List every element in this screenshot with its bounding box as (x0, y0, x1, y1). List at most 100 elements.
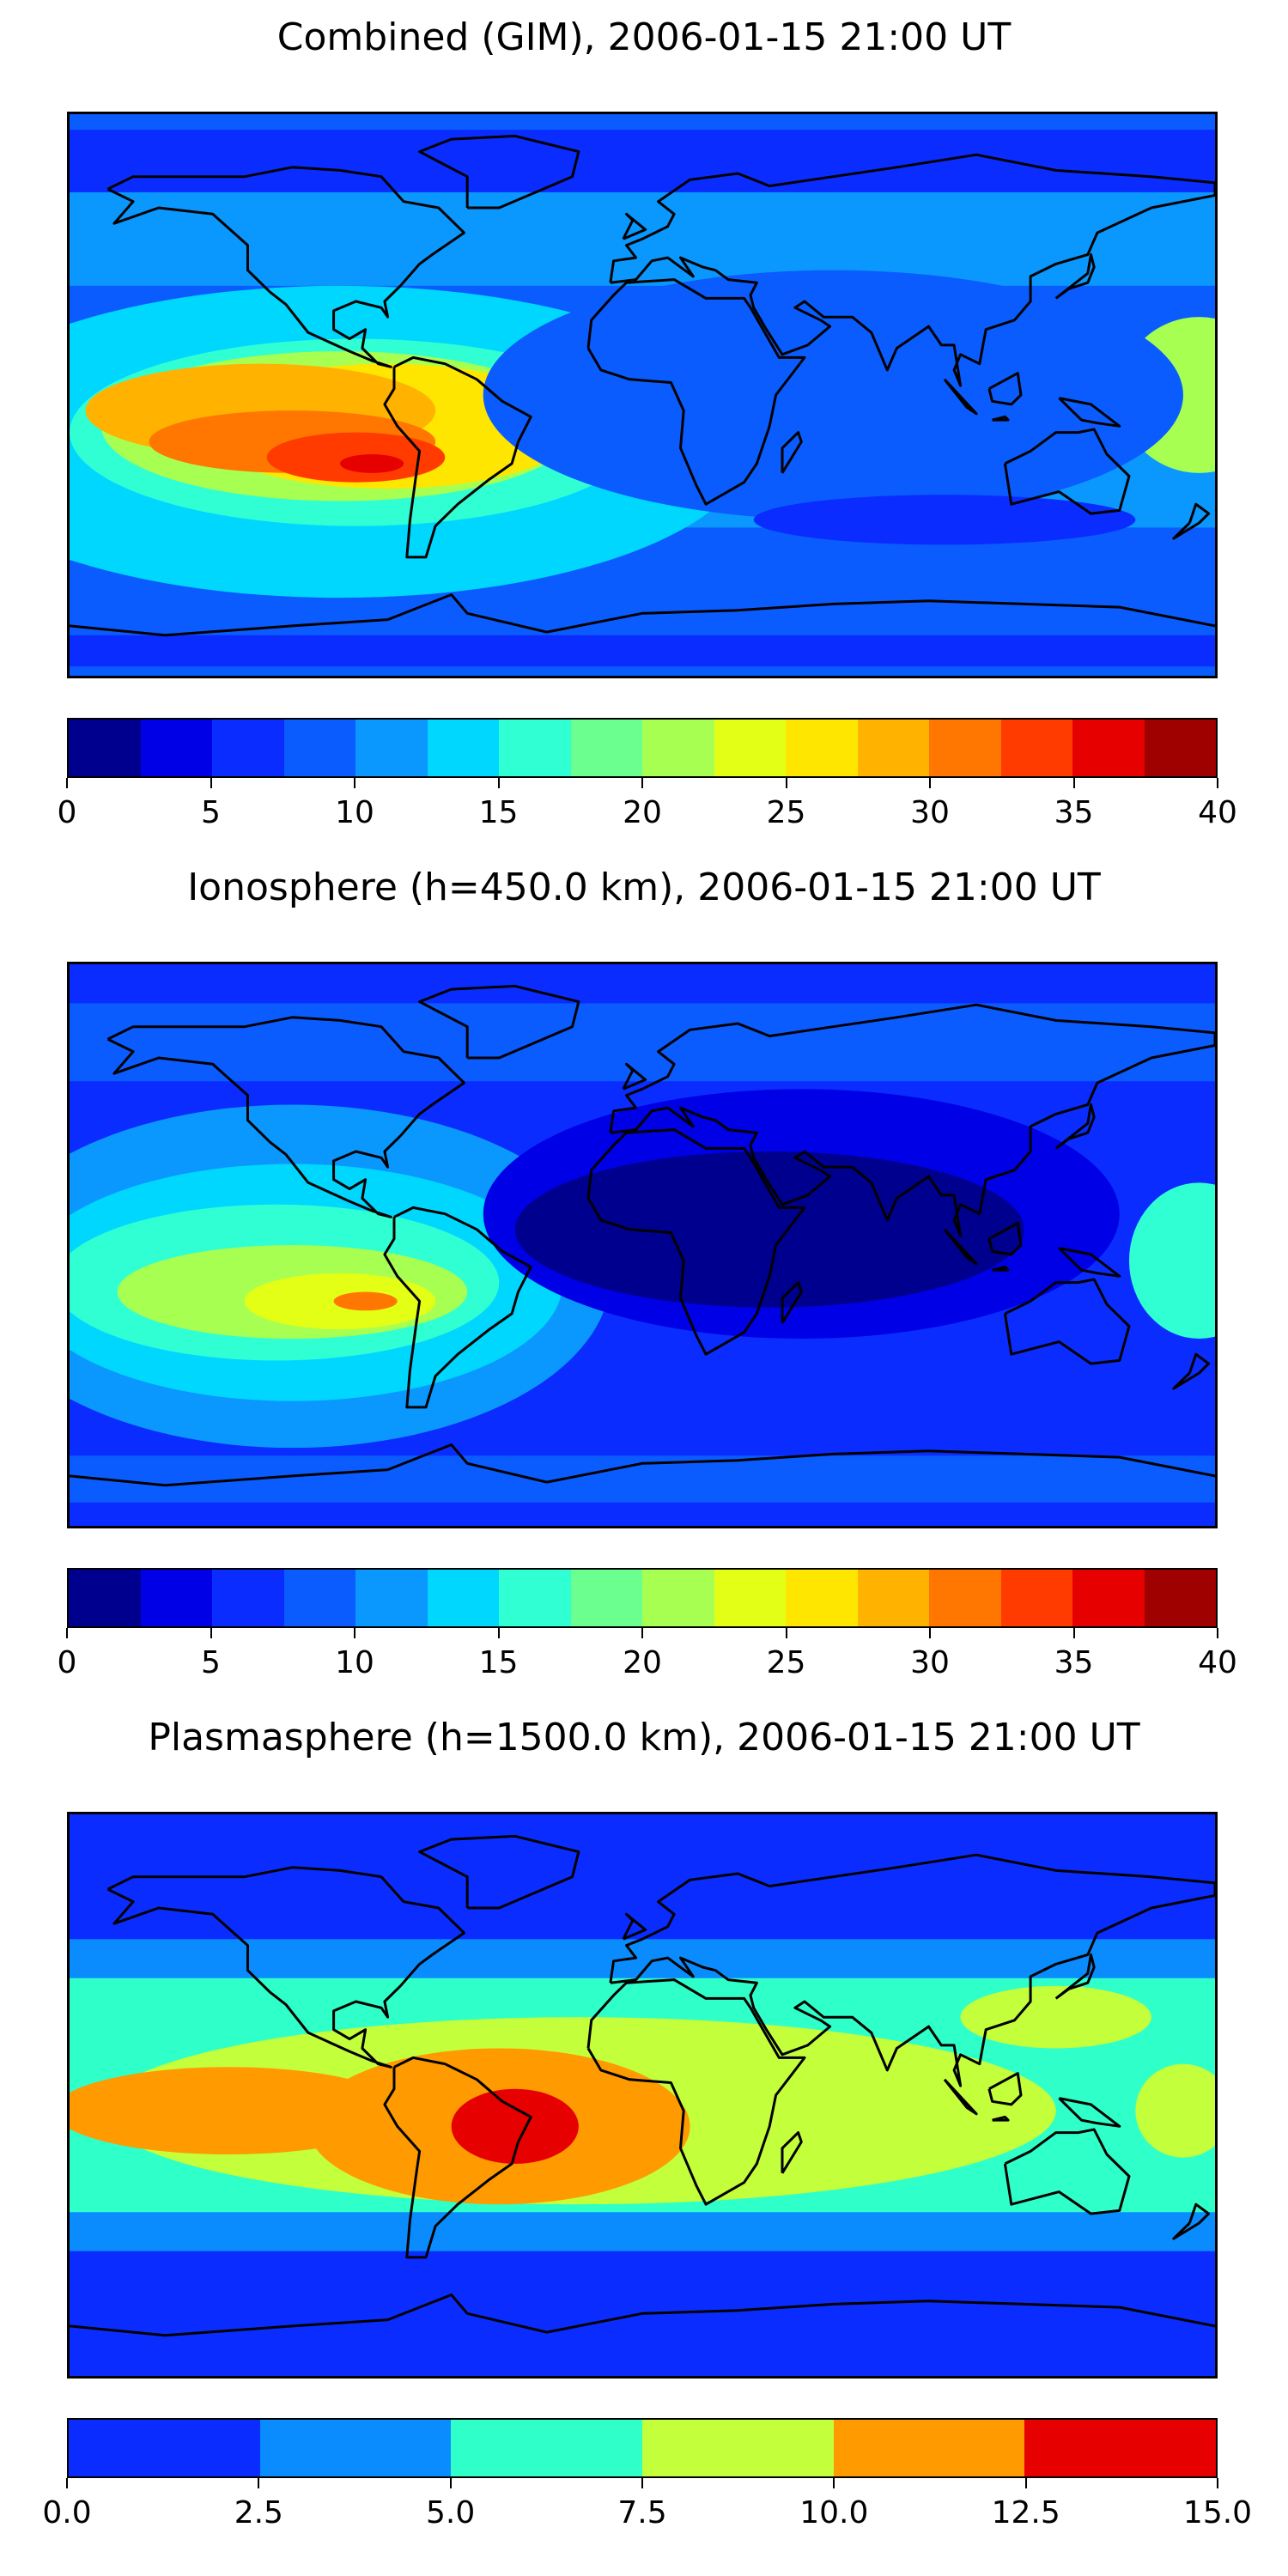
map-svg (70, 964, 1215, 1526)
colorbar-tick (1217, 1628, 1218, 1638)
colorbar-segment (451, 2420, 643, 2476)
map-plot (67, 962, 1218, 1528)
colorbar-tick-label: 5 (201, 795, 221, 830)
colorbar-tick (1217, 778, 1218, 788)
colorbar-tick (1072, 778, 1075, 788)
colorbar-ticks: 0.0 2.5 5.0 7.5 10.0 12.5 15.0 (42, 2478, 1252, 2547)
coastline (622, 1912, 647, 1941)
coastline (418, 984, 580, 1060)
colorbar-segment (499, 720, 571, 776)
colorbar-segment (69, 720, 141, 776)
colorbar-tick-label: 30 (910, 795, 950, 830)
colorbar-segment (1144, 720, 1216, 776)
colorbar-tick-label: 30 (910, 1645, 950, 1680)
coastline (586, 278, 806, 506)
colorbar-segment (499, 1570, 571, 1626)
colorbar-segment (833, 2420, 1025, 2476)
colorbar-segment (259, 2420, 452, 2476)
coastline (781, 431, 803, 474)
coastline (70, 2293, 1215, 2337)
coastline (1054, 1953, 1096, 2000)
coastline (622, 212, 647, 240)
colorbar-tick (258, 2478, 260, 2488)
colorbar-segment (427, 720, 499, 776)
panel-combined: Combined (GIM), 2006-01-15 21:00 UT 0 5 10… (0, 0, 1288, 859)
colorbar (67, 718, 1218, 778)
colorbar-tick (210, 778, 212, 788)
field-contour-blob (960, 1985, 1151, 2049)
colorbar-segment (786, 720, 858, 776)
colorbar (67, 1568, 1218, 1628)
colorbar-tick-label: 35 (1054, 1645, 1094, 1680)
coastline (1054, 253, 1096, 300)
coastline (1054, 1103, 1096, 1150)
coastline (586, 1978, 806, 2206)
colorbar-tick (354, 778, 355, 788)
colorbar-tick (929, 778, 931, 788)
colorbar-tick-label: 2.5 (234, 2495, 283, 2530)
colorbar-segment (1144, 1570, 1216, 1626)
coastline (1003, 1278, 1131, 1365)
coastline (383, 2056, 532, 2259)
coastline (943, 378, 978, 416)
colorbar-segment (140, 720, 212, 776)
colorbar-segment (642, 1570, 714, 1626)
colorbar-tick (354, 1628, 355, 1638)
map-svg (70, 114, 1215, 676)
panel-ionosphere: Ionosphere (h=450.0 km), 2006-01-15 21:0… (0, 850, 1288, 1709)
colorbar-ticks: 0 5 10 15 20 25 30 35 40 (58, 778, 1237, 847)
coastline (609, 1853, 1215, 2087)
panel-plasmasphere: Plasmasphere (h=1500.0 km), 2006-01-15 2… (0, 1700, 1288, 2559)
colorbar-tick-label: 7.5 (617, 2495, 667, 2530)
field-contour-blob (753, 495, 1136, 545)
colorbar-tick (641, 778, 643, 788)
panel-title: Ionosphere (h=450.0 km), 2006-01-15 21:0… (187, 866, 1101, 909)
coastline (987, 2072, 1023, 2106)
coastline (418, 134, 580, 210)
colorbar-segment (642, 720, 714, 776)
colorbar-tick-label: 10 (335, 795, 374, 830)
colorbar-tick (449, 2478, 452, 2488)
field-contour-blob (1135, 2063, 1215, 2158)
colorbar-tick (641, 1628, 643, 1638)
colorbar-segment (570, 1570, 642, 1626)
colorbar-tick (497, 778, 500, 788)
colorbar-segment (786, 1570, 858, 1626)
coastline (609, 153, 1215, 387)
colorbar-tick-label: 35 (1054, 795, 1094, 830)
coastline (70, 593, 1215, 637)
coastline (1058, 2097, 1121, 2128)
colorbar-tick (833, 2478, 835, 2488)
colorbar-tick-label: 15 (478, 795, 519, 830)
field-contour-band (70, 130, 1215, 192)
map-plot (67, 1812, 1218, 2379)
colorbar-tick-label: 0.0 (42, 2495, 92, 2530)
field-contour-blob (514, 1151, 1024, 1308)
colorbar-segment (929, 720, 1001, 776)
colorbar-tick (66, 778, 68, 788)
coastline (106, 1866, 465, 2069)
colorbar-tick-label: 25 (766, 1645, 806, 1680)
coastline (383, 1206, 532, 1409)
coastline (992, 1265, 1010, 1272)
field-contour-blob (1128, 1182, 1215, 1339)
coastline (987, 1222, 1023, 1256)
coastline (1172, 502, 1211, 540)
coastline (586, 1128, 806, 1356)
colorbar-tick-label: 15.0 (1182, 2495, 1253, 2530)
colorbar-ticks: 0 5 10 15 20 25 30 35 40 (58, 1628, 1237, 1697)
colorbar-segment (857, 720, 929, 776)
colorbar-tick-label: 12.5 (991, 2495, 1060, 2530)
colorbar-segment (1000, 1570, 1072, 1626)
colorbar-segment (1072, 720, 1145, 776)
colorbar-tick-label: 20 (623, 795, 662, 830)
field-contour-band (70, 635, 1215, 667)
colorbar-tick (1072, 1628, 1075, 1638)
coastline (609, 1003, 1215, 1237)
colorbar-tick (929, 1628, 931, 1638)
colorbar-segment (714, 720, 786, 776)
coastline (781, 1281, 803, 1324)
coastline (622, 1062, 647, 1091)
colorbar-segment (1000, 720, 1072, 776)
colorbar-tick-label: 20 (623, 1645, 662, 1680)
